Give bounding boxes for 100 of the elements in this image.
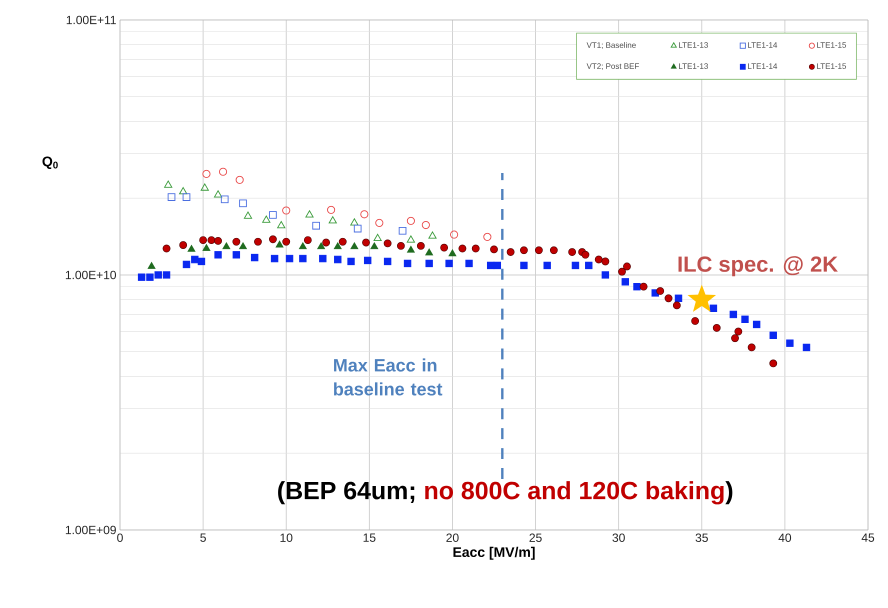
point xyxy=(730,310,738,318)
ref-line-label: Max Eacc in baseline test xyxy=(334,358,442,396)
point xyxy=(286,254,294,262)
x-axis-title: Eacc [MV/m] xyxy=(453,546,535,560)
point xyxy=(276,240,284,248)
point xyxy=(374,234,382,242)
point xyxy=(406,235,415,243)
point xyxy=(148,262,156,269)
point xyxy=(220,195,229,204)
annotation: ILC spec. @ 2K xyxy=(678,256,838,276)
point xyxy=(282,206,290,215)
y-tick-label: 1.00E+11 xyxy=(66,16,116,24)
point xyxy=(202,244,210,251)
point xyxy=(572,262,580,270)
point xyxy=(640,282,648,291)
point xyxy=(354,224,362,232)
point xyxy=(162,244,170,252)
point xyxy=(277,221,286,228)
point xyxy=(202,170,210,178)
point xyxy=(734,328,742,336)
point xyxy=(334,256,342,264)
point xyxy=(154,271,162,279)
y-tick-label: 1.00E+10 xyxy=(66,270,116,280)
point xyxy=(786,340,794,347)
x-tick-label: 20 xyxy=(446,533,459,542)
point xyxy=(232,238,240,246)
point xyxy=(304,236,312,244)
point xyxy=(188,244,196,252)
point xyxy=(317,242,326,250)
point xyxy=(601,258,610,266)
point xyxy=(162,271,170,279)
point xyxy=(397,242,405,250)
x-tick-label: 45 xyxy=(862,533,874,542)
point xyxy=(254,238,262,246)
point xyxy=(472,244,480,252)
point xyxy=(633,282,641,290)
point xyxy=(494,262,502,270)
point xyxy=(802,344,810,352)
point xyxy=(328,216,337,224)
point xyxy=(458,244,466,252)
point xyxy=(568,248,576,256)
point xyxy=(350,218,358,226)
point xyxy=(520,246,528,254)
point xyxy=(138,274,146,281)
point xyxy=(239,199,247,208)
point xyxy=(384,239,392,248)
x-tick-label: 15 xyxy=(364,533,376,542)
point xyxy=(269,211,277,219)
annotation: ) xyxy=(725,481,732,504)
point xyxy=(362,238,370,246)
point xyxy=(656,287,664,295)
point xyxy=(465,260,473,268)
point xyxy=(664,294,672,302)
point xyxy=(741,316,749,324)
point xyxy=(602,271,610,279)
x-tick-label: 5 xyxy=(200,533,206,542)
point xyxy=(623,262,631,270)
point xyxy=(398,226,406,235)
point xyxy=(312,222,320,230)
point xyxy=(232,251,240,258)
point xyxy=(375,218,384,227)
point xyxy=(618,268,626,276)
point xyxy=(360,210,368,218)
point xyxy=(674,294,682,302)
x-tick-label: 30 xyxy=(612,533,625,542)
point xyxy=(146,274,154,281)
point xyxy=(748,343,756,352)
point xyxy=(299,254,307,262)
point xyxy=(422,220,430,230)
point xyxy=(222,242,230,250)
point xyxy=(594,256,603,264)
point xyxy=(483,232,492,241)
point xyxy=(239,242,247,250)
point xyxy=(448,249,456,256)
point xyxy=(269,235,277,244)
x-tick-label: 0 xyxy=(117,533,123,542)
point xyxy=(199,236,208,244)
point xyxy=(406,216,415,225)
point xyxy=(440,244,448,252)
point xyxy=(327,206,336,214)
point xyxy=(338,238,347,246)
point xyxy=(262,216,270,223)
point xyxy=(334,242,342,250)
x-tick-label: 25 xyxy=(530,533,542,542)
point xyxy=(688,284,716,312)
point xyxy=(200,184,209,191)
point xyxy=(298,242,307,250)
point xyxy=(208,236,216,244)
point xyxy=(585,262,592,270)
point xyxy=(543,262,551,270)
point xyxy=(244,212,252,219)
point xyxy=(198,258,206,266)
point xyxy=(370,242,378,250)
point xyxy=(364,256,372,264)
point xyxy=(770,332,777,339)
point xyxy=(182,260,190,268)
annotation: (BEP 64um; xyxy=(278,481,414,504)
point xyxy=(214,237,222,245)
point xyxy=(319,254,326,262)
y-tick-label: 1.00E+09 xyxy=(66,526,116,534)
